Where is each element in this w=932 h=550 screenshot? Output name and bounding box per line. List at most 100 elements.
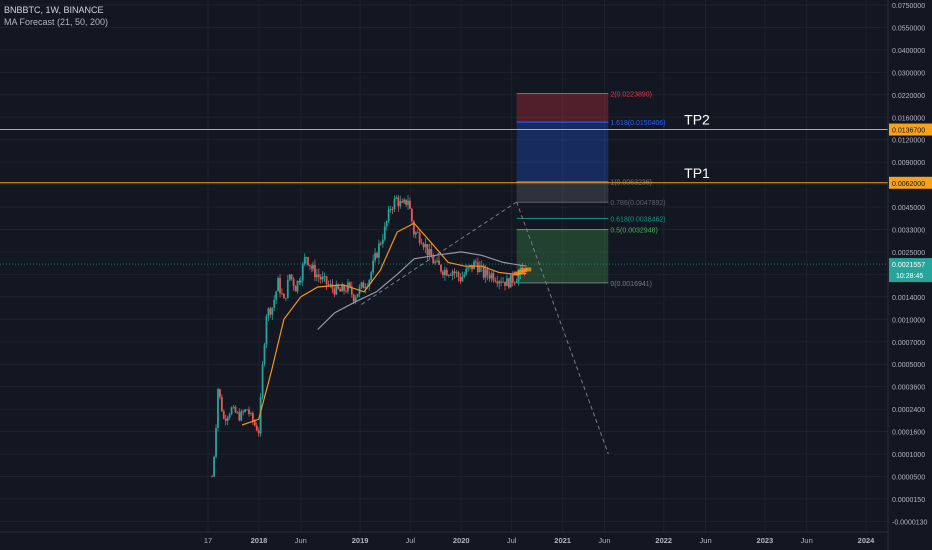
candle-body bbox=[449, 274, 452, 276]
candle-body bbox=[240, 411, 243, 421]
candle-body bbox=[502, 281, 504, 283]
candle-body bbox=[482, 265, 485, 278]
candle-body bbox=[294, 286, 297, 292]
fib-level-label: 0.5(0.0032948) bbox=[610, 228, 657, 235]
price-tick-label: 0.0001600 bbox=[892, 430, 925, 437]
candle-body bbox=[387, 209, 390, 222]
candle-body bbox=[217, 389, 219, 428]
candle-body bbox=[436, 260, 439, 262]
symbol-title: BNBBTC, 1W, BINANCE bbox=[4, 5, 104, 15]
candle-body bbox=[310, 266, 313, 269]
candle-body bbox=[242, 411, 245, 413]
time-axis[interactable]: 17 2018 Jun 2019 Jul 2020 Jul 2021 Jun 2022 Jun 202… bbox=[0, 531, 888, 545]
candle-body bbox=[284, 297, 287, 299]
candle-body bbox=[411, 208, 413, 222]
candle-body bbox=[490, 273, 493, 279]
candle-body bbox=[314, 265, 316, 278]
trendlines[interactable] bbox=[361, 201, 609, 455]
level-price-tag-label: 0.0062000 bbox=[892, 181, 925, 188]
candle-body bbox=[259, 397, 262, 434]
fib-zone bbox=[516, 122, 609, 182]
candle-body bbox=[290, 274, 293, 279]
candle-body bbox=[517, 273, 520, 282]
candle-body bbox=[378, 243, 380, 258]
time-tick-label: 2023 bbox=[757, 536, 774, 545]
time-tick-label: Jul bbox=[405, 536, 415, 545]
candle-body bbox=[412, 221, 415, 235]
candle-body bbox=[376, 253, 378, 258]
candle-body bbox=[277, 278, 279, 292]
time-tick-label: Jun bbox=[295, 536, 307, 545]
candle-body bbox=[263, 344, 266, 365]
price-tick-label: 0.0160000 bbox=[892, 115, 925, 122]
price-tick-label: 0.0001000 bbox=[892, 452, 925, 459]
candle-body bbox=[414, 232, 417, 235]
candle-body bbox=[228, 414, 231, 418]
level-annotation: TP1 bbox=[684, 165, 710, 181]
price-tick-label: 0.0007000 bbox=[892, 340, 925, 347]
trendline bbox=[516, 201, 609, 455]
fibonacci-retracement[interactable]: 2(0.0223890)1.618(0.0150406)1(0.0063236)… bbox=[516, 92, 666, 288]
candle-body bbox=[405, 199, 407, 205]
candle-body bbox=[457, 272, 460, 277]
candle-body bbox=[271, 307, 274, 315]
candle-body bbox=[286, 279, 289, 298]
candle-body bbox=[399, 201, 402, 207]
candle-body bbox=[492, 273, 495, 281]
last-price-countdown: 10:28:45 bbox=[896, 273, 923, 280]
candle-body bbox=[234, 406, 237, 413]
candle-body bbox=[337, 284, 340, 289]
level-price-tag-label: 0.0136700 bbox=[892, 128, 925, 135]
candle-body bbox=[395, 197, 398, 199]
price-tick-label: 0.0000500 bbox=[892, 474, 925, 481]
candle-body bbox=[424, 244, 427, 248]
level-annotation: TP2 bbox=[684, 112, 710, 128]
candle-body bbox=[261, 364, 264, 398]
candle-body bbox=[307, 257, 309, 266]
candle-body bbox=[364, 287, 367, 289]
candle-body bbox=[303, 257, 306, 265]
candle-body bbox=[232, 406, 235, 408]
candle-body bbox=[428, 249, 431, 256]
time-tick-label: 2019 bbox=[352, 536, 369, 545]
candle-body bbox=[305, 257, 307, 258]
candle-body bbox=[509, 274, 512, 288]
candle-body bbox=[372, 260, 375, 273]
price-axis[interactable]: 0.0750000 0.0550000 0.0400000 0.0300000 0.02… bbox=[887, 0, 932, 550]
candle-body bbox=[257, 430, 260, 434]
candle-body bbox=[296, 280, 299, 292]
time-tick-label: Jun bbox=[801, 536, 813, 545]
candle-body bbox=[391, 208, 394, 210]
candle-body bbox=[515, 281, 518, 283]
candle-body bbox=[500, 281, 503, 283]
forecast-candle bbox=[525, 267, 532, 272]
candle-body bbox=[238, 412, 241, 421]
candles bbox=[211, 194, 532, 478]
candle-body bbox=[401, 201, 404, 203]
candle-body bbox=[465, 268, 468, 275]
level-price-tag bbox=[889, 176, 932, 189]
horizontal-levels[interactable]: TP2 TP1 bbox=[0, 112, 888, 265]
fib-level-label: 1.618(0.0150406) bbox=[610, 120, 665, 127]
price-tick-label: 0.0090000 bbox=[892, 160, 925, 167]
candle-body bbox=[265, 316, 268, 345]
candle-body bbox=[451, 271, 454, 276]
candle-body bbox=[506, 278, 508, 286]
candle-body bbox=[511, 274, 514, 283]
indicator-legend: MA Forecast (21, 50, 200) bbox=[4, 17, 109, 27]
candle-body bbox=[486, 269, 489, 276]
candle-body bbox=[498, 281, 501, 284]
candle-body bbox=[325, 276, 328, 285]
candle-body bbox=[354, 297, 357, 302]
forecast-candle bbox=[517, 269, 524, 274]
candle-body bbox=[230, 407, 233, 415]
candle-body bbox=[385, 221, 388, 227]
candle-body bbox=[478, 265, 481, 272]
fib-level-label: 2(0.0223890) bbox=[610, 92, 652, 99]
candle-body bbox=[362, 282, 365, 289]
price-tick-label: 0.0003600 bbox=[892, 385, 925, 392]
candle-body bbox=[248, 409, 250, 414]
ma-fast-line bbox=[241, 222, 527, 426]
time-tick-label: Jun bbox=[700, 536, 712, 545]
